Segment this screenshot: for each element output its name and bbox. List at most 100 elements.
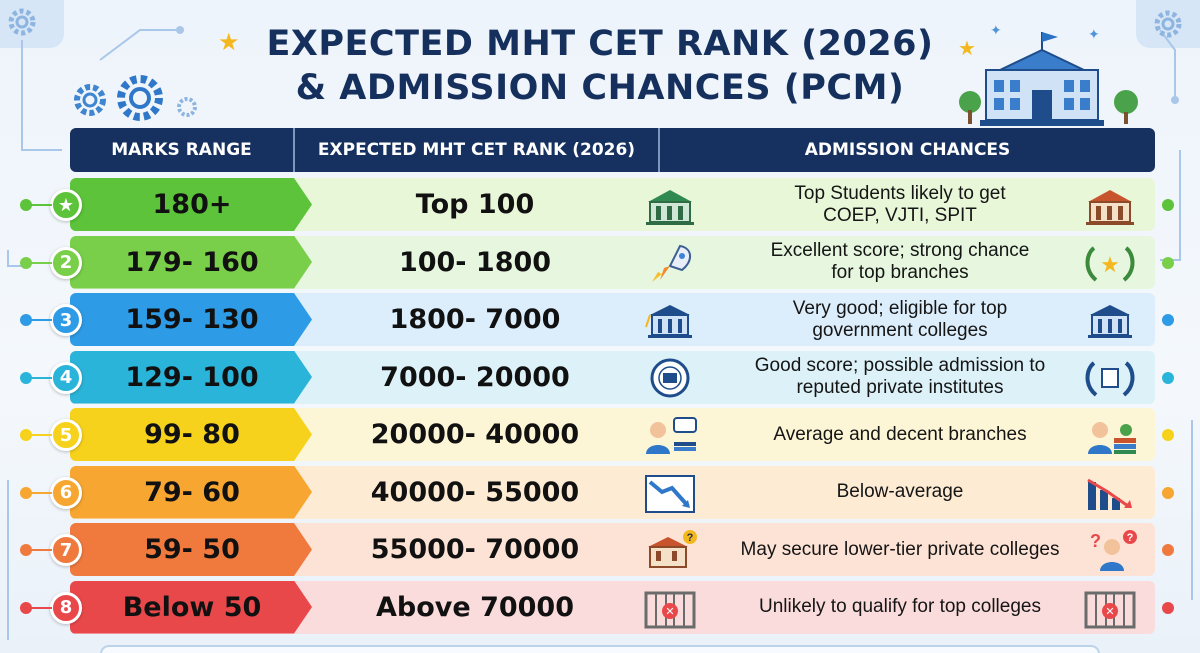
table-row: ★ 180+ Top 100 Top Students likely to get CO… — [20, 178, 1174, 231]
row-number-badge: 5 — [50, 419, 82, 451]
gear-icon — [1154, 10, 1182, 38]
expected-rank-cell: 1800- 7000 — [389, 304, 561, 335]
table-row: 2 179- 160 100- 1800 Excellent score; stron… — [20, 235, 1174, 289]
admission-chance-line1: Average and decent branches — [773, 423, 1027, 445]
admission-chance-line2: reputed private institutes — [796, 377, 1004, 398]
row-number-badge: 6 — [50, 476, 82, 509]
connector-dot-right — [1162, 544, 1174, 556]
admission-chance-cell: Very good; eligible for top government co… — [710, 293, 1090, 346]
table-row: 4 129- 100 7000- 20000 Good score; possible… — [20, 350, 1174, 404]
expected-rank-cell: 55000- 70000 — [370, 534, 580, 565]
expected-rank-cell: Top 100 — [415, 189, 535, 220]
confused-student-icon: ?? — [1080, 529, 1140, 571]
connector-dot-left — [20, 544, 32, 556]
trend-down-icon — [640, 472, 700, 514]
marks-range-cell: Below 50 — [122, 591, 262, 623]
gear-icon — [177, 97, 197, 117]
laurel-emblem-icon — [1080, 357, 1140, 399]
row-number-badge: 8 — [50, 591, 82, 624]
laurel-star-icon: ★ — [1080, 242, 1140, 284]
connector-dot-left — [20, 429, 32, 441]
admission-chance-text: Very good; eligible for top government co… — [793, 298, 1007, 342]
student-books-icon — [1080, 414, 1140, 456]
tree-icon — [959, 91, 981, 124]
svg-text:★: ★ — [1100, 252, 1120, 277]
admission-chance-line1: May secure lower-tier private colleges — [740, 538, 1060, 560]
star-icon: ★ — [958, 38, 976, 60]
admission-chance-text: Top Students likely to get COEP, VJTI, SP… — [794, 183, 1005, 227]
connector-line-left — [30, 606, 52, 609]
admission-chance-line1: Very good; eligible for top — [792, 297, 1008, 319]
admission-chance-cell: Top Students likely to get COEP, VJTI, SP… — [710, 178, 1090, 231]
admission-chance-line1: Below-average — [836, 481, 964, 502]
expected-rank-cell: 100- 1800 — [398, 246, 552, 278]
table-row: 5 99- 80 20000- 40000 Average and decent br… — [20, 408, 1174, 461]
marks-arrow-band — [70, 293, 312, 346]
row-number-badge: 3 — [50, 304, 82, 336]
row-number-badge: 2 — [50, 246, 82, 279]
marks-arrow-band — [70, 408, 312, 461]
connector-line-left — [30, 491, 52, 494]
gear-icon — [117, 75, 163, 121]
sparkle-icon: ✦ — [1088, 26, 1100, 42]
university-building-icon — [980, 32, 1138, 126]
table-row: 3 159- 130 1800- 7000 Very good; eligible f… — [20, 293, 1174, 346]
page-title-line2: & ADMISSION CHANCES (PCM) — [295, 68, 905, 108]
admission-chance-line1: Excellent score; strong chance — [770, 240, 1030, 261]
admission-chance-line1: Good score; possible admission to — [754, 355, 1046, 376]
connector-dot-right — [1162, 314, 1174, 326]
admission-chance-text: Excellent score; strong chance for top br… — [771, 240, 1030, 284]
marks-range-cell: 180+ — [152, 189, 232, 220]
connector-line-left — [30, 204, 52, 206]
admission-chance-line1: Top Students likely to get — [794, 182, 1006, 204]
admission-chance-line2: for top branches — [831, 262, 969, 283]
closed-gate-icon: ✕ — [1080, 587, 1140, 629]
connector-dot-left — [20, 486, 32, 499]
student-chat-icon — [640, 414, 700, 456]
marks-range-cell: 79- 60 — [144, 476, 240, 508]
header-expected-rank: EXPECTED MHT CET RANK (2026) — [295, 128, 660, 172]
connector-dot-right — [1162, 486, 1174, 499]
marks-range-cell: 179- 160 — [125, 246, 259, 278]
connector-dot-left — [20, 314, 32, 326]
marks-arrow-band — [70, 465, 312, 519]
bar-decline-icon — [1080, 472, 1140, 514]
marks-range-cell: 99- 80 — [144, 419, 240, 450]
connector-dot-left — [20, 199, 32, 211]
marks-arrow-band — [70, 580, 312, 634]
admission-chance-cell: Excellent score; strong chance for top br… — [710, 236, 1090, 289]
graduation-building-icon — [640, 299, 700, 341]
table-row: 8 Below 50 Above 70000 ✕ Unlikely to qualify… — [20, 580, 1174, 634]
row-number-badge: 7 — [50, 534, 82, 566]
connector-dot-left — [20, 371, 32, 384]
star-icon: ★ — [218, 29, 240, 56]
admission-chance-line1: Unlikely to qualify for top colleges — [759, 596, 1041, 617]
rocket-icon — [640, 242, 700, 284]
admission-chance-cell: Good score; possible admission to reputed… — [710, 351, 1090, 404]
connector-dot-right — [1162, 256, 1174, 269]
college-building-icon — [640, 184, 700, 226]
connector-dot-right — [1162, 429, 1174, 441]
expected-rank-cell: 20000- 40000 — [370, 419, 580, 450]
expected-rank-cell: 40000- 55000 — [370, 476, 580, 508]
admission-chance-cell: May secure lower-tier private colleges — [710, 523, 1090, 576]
header-admission-chances: ADMISSION CHANCES — [804, 140, 1011, 160]
connector-line-left — [30, 434, 52, 436]
svg-text:?: ? — [1127, 532, 1134, 544]
marks-arrow-band — [70, 350, 312, 404]
sparkle-icon: ✦ — [990, 22, 1002, 38]
marks-range-cell: 59- 50 — [144, 534, 240, 565]
government-building-icon — [1080, 299, 1140, 341]
admission-chance-line2: COEP, VJTI, SPIT — [823, 204, 977, 226]
admission-chance-cell: Average and decent branches — [710, 408, 1090, 461]
row-number-badge: ★ — [50, 189, 82, 221]
admission-chance-cell: Below-average — [710, 466, 1090, 519]
expected-rank-cell: 7000- 20000 — [380, 361, 570, 393]
svg-text:✕: ✕ — [665, 606, 674, 618]
connector-line-left — [30, 261, 52, 264]
table-row: 6 79- 60 40000- 55000 Below-average — [20, 465, 1174, 519]
locked-gate-icon: ✕ — [640, 587, 700, 629]
svg-text:✕: ✕ — [1105, 606, 1114, 618]
row-number-badge: 4 — [50, 361, 82, 394]
table-row: 7 59- 50 55000- 70000? May secure lower-tie… — [20, 523, 1174, 576]
